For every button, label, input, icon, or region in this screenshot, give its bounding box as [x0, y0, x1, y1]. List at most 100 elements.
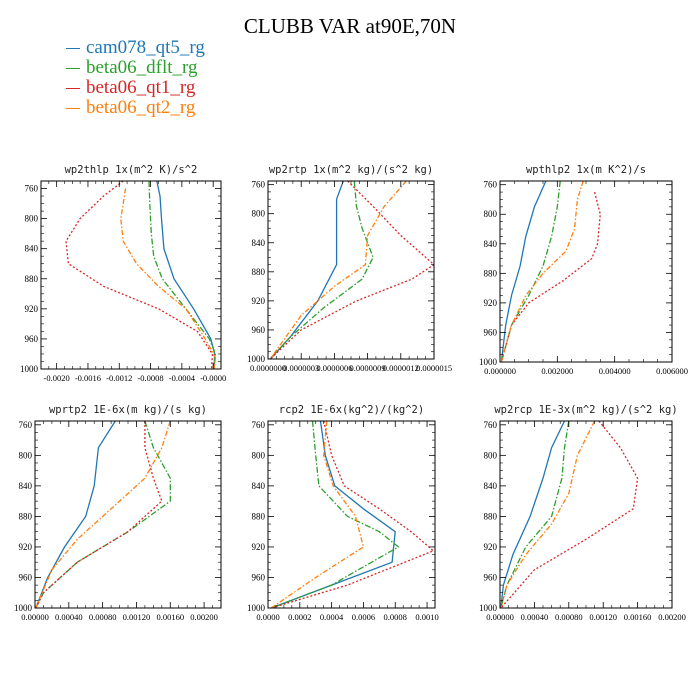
x-tick-label: 0.00000: [21, 612, 49, 622]
series-line: [269, 181, 344, 359]
y-tick-label: 800: [484, 450, 498, 460]
x-tick-label: 0.00080: [89, 612, 117, 622]
series-line: [35, 421, 163, 608]
y-tick-label: 880: [484, 268, 498, 278]
y-tick-label: 960: [252, 572, 266, 582]
panel-title: wp2thlp 1x(m^2 K)/s^2: [65, 164, 198, 176]
x-tick-label: 0.000000: [484, 366, 516, 376]
x-tick-label: 0.00040: [55, 612, 83, 622]
x-tick-label: 0.0002: [288, 612, 311, 622]
y-tick-label: 1000: [247, 603, 266, 613]
y-tick-label: 960: [484, 572, 498, 582]
legend-swatch: [66, 87, 80, 89]
plot-panel: wp2thlp 1x(m^2 K)/s^2 -0.0020 -0.0016 -0.00…: [20, 164, 226, 383]
series-line: [269, 181, 374, 359]
x-tick-label: 0.0000: [256, 612, 279, 622]
y-tick-label: 760: [484, 420, 498, 430]
x-tick-label: 0.0004: [320, 612, 344, 622]
panel-title: wp2rtp 1x(m^2 kg)/(s^2 kg): [269, 164, 433, 176]
series-line: [271, 421, 435, 608]
y-tick-label: 1000: [479, 357, 498, 367]
legend: cam078_qt5_rg beta06_dflt_rg beta06_qt1_…: [66, 38, 205, 118]
y-tick-label: 840: [25, 244, 39, 254]
y-tick-label: 840: [484, 481, 498, 491]
y-tick-label: 960: [484, 327, 498, 337]
x-tick-label: 0.0000012: [383, 363, 419, 373]
x-tick-label: 0.0000000: [250, 363, 286, 373]
y-tick-label: 760: [25, 184, 39, 194]
series-line: [270, 421, 400, 608]
plot-panel: wp2rcp 1E-3x(m^2 kg)/(s^2 kg) 0.00000 0.00…: [479, 404, 686, 622]
y-tick-label: 1000: [479, 603, 498, 613]
series-group: [500, 421, 639, 608]
y-tick-label: 840: [484, 239, 498, 249]
series-group: [35, 421, 171, 608]
y-tick-label: 920: [484, 542, 498, 552]
y-tick-label: 920: [19, 542, 33, 552]
plot-panel: wpthlp2 1x(m K^2)/s 0.000000 0.002000 0.004…: [479, 164, 688, 376]
y-tick-label: 880: [484, 511, 498, 521]
x-tick-label: 0.00120: [123, 612, 151, 622]
y-tick-label: 800: [484, 209, 498, 219]
legend-label: beta06_dflt_rg: [86, 57, 198, 78]
x-tick-label: -0.0016: [75, 373, 101, 383]
plot-frame: [267, 420, 436, 609]
x-tick-label: 0.006000: [656, 366, 688, 376]
legend-label: beta06_qt1_rg: [86, 77, 196, 98]
y-tick-label: 920: [252, 542, 266, 552]
x-tick-label: 0.004000: [599, 366, 631, 376]
plot-frame: [34, 420, 222, 609]
legend-entry: beta06_qt1_rg: [66, 78, 205, 98]
y-tick-label: 920: [25, 304, 39, 314]
panel-title: wpthlp2 1x(m K^2)/s: [526, 164, 646, 176]
y-tick-label: 760: [484, 180, 498, 190]
panel-title: wp2rcp 1E-3x(m^2 kg)/(s^2 kg): [494, 404, 677, 416]
x-tick-label: -0.0012: [106, 373, 132, 383]
legend-swatch: [66, 67, 80, 69]
series-line: [500, 181, 584, 362]
x-tick-label: 0.0000009: [350, 363, 386, 373]
y-tick-label: 920: [484, 298, 498, 308]
plot-panel: wprtp2 1E-6x(m kg)/(s kg) 0.00000 0.00040 0…: [14, 404, 222, 622]
y-tick-label: 960: [25, 334, 39, 344]
panel-title: wprtp2 1E-6x(m kg)/(s kg): [49, 404, 207, 416]
legend-entry: beta06_qt2_rg: [66, 98, 205, 118]
plot-panel: wp2rtp 1x(m^2 kg)/(s^2 kg)0.00000000.000…: [247, 164, 452, 373]
y-tick-label: 920: [252, 296, 266, 306]
x-tick-label: -0.0004: [169, 373, 196, 383]
y-tick-label: 800: [252, 450, 266, 460]
series-line: [35, 421, 171, 608]
y-tick-label: 840: [252, 481, 266, 491]
x-tick-label: 0.0008: [384, 612, 407, 622]
x-tick-label: 0.00080: [555, 612, 583, 622]
series-line: [35, 421, 171, 608]
legend-label: cam078_qt5_rg: [86, 37, 205, 58]
series-line: [156, 181, 216, 369]
y-tick-label: 800: [252, 209, 266, 219]
legend-swatch: [66, 47, 80, 49]
series-group: [270, 421, 435, 608]
series-line: [500, 421, 639, 608]
series-group: [65, 181, 217, 369]
x-tick-label: 0.00160: [624, 612, 652, 622]
series-line: [269, 181, 434, 359]
y-tick-label: 1000: [14, 603, 33, 613]
series-line: [35, 421, 116, 608]
y-tick-label: 800: [19, 450, 33, 460]
x-tick-label: 0.0000015: [416, 363, 452, 373]
series-line: [500, 181, 561, 362]
plot-frame: [499, 180, 673, 363]
series-line: [500, 181, 547, 362]
y-tick-label: 1000: [20, 364, 39, 374]
x-tick-label: -0.0008: [137, 373, 163, 383]
x-tick-label: 0.00040: [521, 612, 549, 622]
x-tick-label: 0.0010: [415, 612, 438, 622]
y-tick-label: 760: [252, 420, 266, 430]
x-tick-label: 0.00000: [486, 612, 514, 622]
panel-title: rcp2 1E-6x(kg^2)/(kg^2): [279, 404, 424, 416]
plot-frame: [267, 180, 435, 360]
x-tick-label: 0.0000003: [283, 363, 319, 373]
x-tick-label: 0.00200: [658, 612, 686, 622]
y-tick-label: 880: [252, 511, 266, 521]
